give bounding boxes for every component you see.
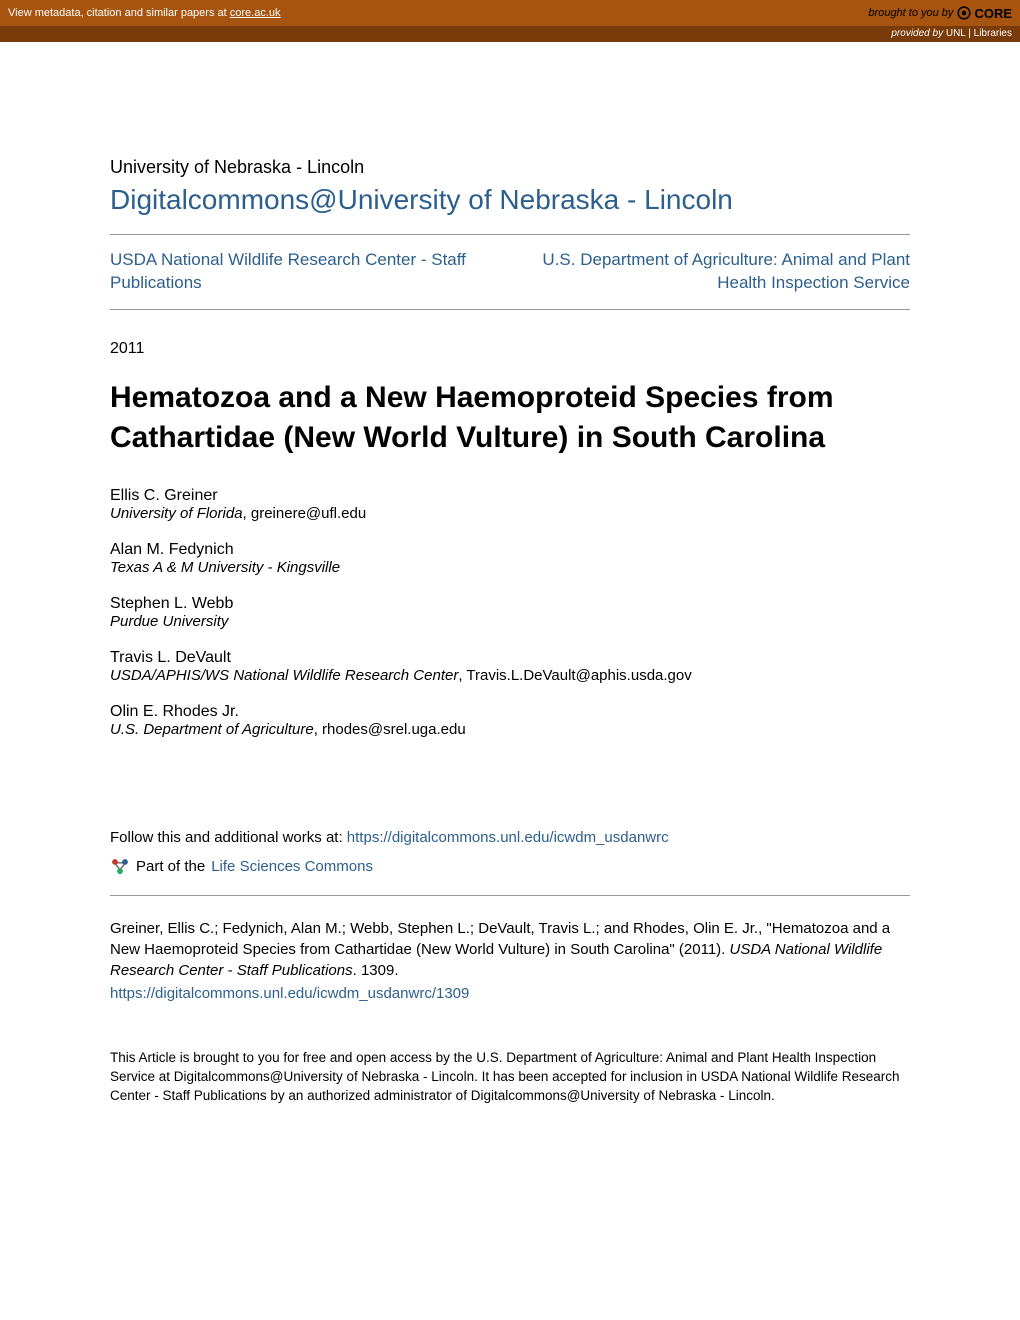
collection-link-left[interactable]: USDA National Wildlife Research Center -… (110, 249, 486, 295)
publication-year: 2011 (110, 340, 910, 358)
institution-name: University of Nebraska - Lincoln (110, 157, 910, 178)
citation-suffix: . 1309. (353, 962, 399, 979)
core-link[interactable]: core.ac.uk (230, 7, 281, 19)
author-affiliation: USDA/APHIS/WS National Wildlife Research… (110, 667, 458, 684)
part-of-link[interactable]: Life Sciences Commons (211, 858, 373, 875)
network-icon (110, 857, 130, 877)
citation-url[interactable]: https://digitalcommons.unl.edu/icwdm_usd… (110, 983, 910, 1004)
author-affiliation-line: U.S. Department of Agriculture, rhodes@s… (110, 721, 910, 739)
follow-line: Follow this and additional works at: htt… (110, 829, 910, 847)
follow-section: Follow this and additional works at: htt… (110, 829, 910, 877)
core-logo[interactable]: CORE (957, 6, 1012, 21)
follow-prefix: Follow this and additional works at: (110, 829, 347, 846)
author-affiliation: University of Florida (110, 505, 243, 522)
author-name: Alan M. Fedynich (110, 541, 910, 559)
article-title: Hematozoa and a New Haemoproteid Species… (110, 378, 910, 459)
divider (110, 309, 910, 310)
divider (110, 234, 910, 235)
provided-prefix: provided by (891, 28, 945, 39)
brought-by-text: brought to you by (868, 7, 953, 19)
author-affiliation: Purdue University (110, 613, 228, 630)
collection-row: USDA National Wildlife Research Center -… (110, 249, 910, 295)
footer-access-statement: This Article is brought to you for free … (110, 1049, 910, 1106)
repository-link[interactable]: Digitalcommons@University of Nebraska - … (110, 184, 910, 216)
author-affiliation-line: Texas A & M University - Kingsville (110, 559, 910, 577)
author-block: Ellis C. Greiner University of Florida, … (110, 487, 910, 523)
divider (110, 895, 910, 896)
provided-banner: provided by UNL | Libraries (0, 26, 1020, 42)
author-name: Olin E. Rhodes Jr. (110, 703, 910, 721)
part-of-row: Part of the Life Sciences Commons (110, 857, 910, 877)
core-banner: View metadata, citation and similar pape… (0, 0, 1020, 26)
author-block: Travis L. DeVault USDA/APHIS/WS National… (110, 649, 910, 685)
author-affiliation-line: Purdue University (110, 613, 910, 631)
page-content: University of Nebraska - Lincoln Digital… (0, 42, 1020, 1166)
core-icon (957, 6, 971, 20)
author-name: Ellis C. Greiner (110, 487, 910, 505)
author-email: , rhodes@srel.uga.edu (314, 721, 466, 738)
author-affiliation: Texas A & M University - Kingsville (110, 559, 340, 576)
author-block: Alan M. Fedynich Texas A & M University … (110, 541, 910, 577)
author-name: Travis L. DeVault (110, 649, 910, 667)
author-block: Olin E. Rhodes Jr. U.S. Department of Ag… (110, 703, 910, 739)
core-label: CORE (974, 6, 1012, 21)
author-name: Stephen L. Webb (110, 595, 910, 613)
metadata-prefix: View metadata, citation and similar pape… (8, 7, 230, 19)
follow-url[interactable]: https://digitalcommons.unl.edu/icwdm_usd… (347, 829, 669, 846)
author-email: , greinere@ufl.edu (243, 505, 367, 522)
author-affiliation-line: USDA/APHIS/WS National Wildlife Research… (110, 667, 910, 685)
collection-link-right[interactable]: U.S. Department of Agriculture: Animal a… (526, 249, 910, 295)
author-affiliation-line: University of Florida, greinere@ufl.edu (110, 505, 910, 523)
author-email: , Travis.L.DeVault@aphis.usda.gov (458, 667, 691, 684)
banner-left: View metadata, citation and similar pape… (8, 7, 281, 19)
banner-right: brought to you by CORE (868, 6, 1012, 21)
author-affiliation: U.S. Department of Agriculture (110, 721, 314, 738)
part-of-prefix: Part of the (136, 858, 205, 875)
provided-source[interactable]: UNL | Libraries (946, 28, 1012, 39)
author-block: Stephen L. Webb Purdue University (110, 595, 910, 631)
citation-block: Greiner, Ellis C.; Fedynich, Alan M.; We… (110, 918, 910, 1004)
